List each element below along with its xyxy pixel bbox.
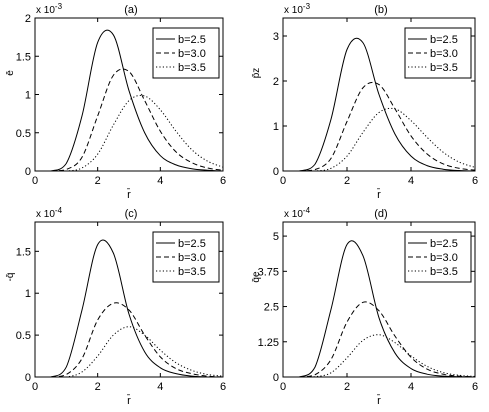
- chart-top-left-legend: b=2.5 b=3.0 b=3.5: [152, 27, 220, 79]
- chart-bottom-right-legend-label-3: b=3.5: [430, 266, 458, 278]
- chart-top-right-legend-label-3: b=3.5: [430, 62, 458, 74]
- chart-bottom-left-plot-frame: [34, 221, 224, 378]
- chart-top-right-axis-multiplier: x 10-3: [284, 2, 311, 16]
- chart-top-left-xtick-label: 2: [95, 175, 101, 187]
- chart-top-right-legend-label-2: b=3.0: [430, 48, 458, 60]
- chart-bottom-left-xtick-label: 2: [95, 381, 101, 393]
- chart-top-right-ytick-label: 3: [273, 31, 279, 43]
- chart-top-left-legend-label-3: b=3.5: [178, 62, 206, 74]
- chart-bottom-left-series-line-3: [35, 326, 224, 378]
- chart-bottom-left-legend-label-2: b=3.0: [178, 252, 206, 264]
- chart-bottom-right-xtick-label: 2: [344, 381, 350, 393]
- chart-top-right-ytick-label: 2: [273, 76, 279, 88]
- chart-bottom-right-ytick-label: 5: [273, 231, 279, 243]
- chart-top-right-xlabel: r̄: [376, 188, 381, 201]
- chart-top-left-xtick-label: 6: [220, 175, 226, 187]
- chart-bottom-right-plot-frame: [282, 221, 476, 378]
- chart-top-right-series-line-1: [282, 37, 476, 172]
- chart-bottom-left-xlabel: r̄: [126, 394, 131, 407]
- chart-bottom-right-xtick-label: 0: [280, 381, 286, 393]
- chart-bottom-right-legend-label-1: b=2.5: [430, 238, 458, 250]
- chart-bottom-left-legend-label-1: b=2.5: [178, 238, 206, 250]
- chart-bottom-right-legend: b=2.5 b=3.0 b=3.5: [404, 231, 472, 283]
- chart-top-right-xtick-label: 2: [344, 175, 350, 187]
- chart-bottom-right: 0 2 4 6 0 1.25 2.5 3.75 5 x 10-4 (d) r̄ q̄e b=2.5 b=3.…: [251, 206, 478, 407]
- chart-top-left-xtick-label: 4: [157, 175, 163, 187]
- chart-top-left-ytick-label: 1.5: [16, 51, 31, 63]
- chart-bottom-right-legend-label-2: b=3.0: [430, 252, 458, 264]
- chart-bottom-left-xtick-label: 6: [220, 381, 226, 393]
- chart-top-right-legend-label-1: b=2.5: [430, 34, 458, 46]
- chart-top-right-panel-label: (b): [374, 4, 387, 16]
- chart-bottom-right-axis-multiplier: x 10-4: [284, 206, 311, 220]
- chart-top-left-ytick-label: 0.5: [16, 128, 31, 140]
- chart-bottom-right-ytick-label: 2.5: [264, 302, 279, 314]
- chart-bottom-left-ytick-label: 1.5: [16, 246, 31, 258]
- chart-bottom-left-ylabel: -q̄: [5, 273, 16, 282]
- chart-top-right-xtick-label: 0: [280, 175, 286, 187]
- chart-top-left-ytick-label: 1: [25, 90, 31, 102]
- chart-top-right-ylabel: p̄z: [251, 68, 262, 79]
- chart-top-left-series-line-1: [34, 29, 224, 172]
- chart-bottom-left: 0 2 4 6 0 0.5 1 1.5 x 10-4 (c) r̄ -q̄ b=2.5 b=3.0 b=3.…: [5, 206, 226, 407]
- chart-top-right-series-line-3: [282, 107, 476, 172]
- chart-bottom-right-ytick-label: 1.25: [258, 337, 279, 349]
- chart-top-left-legend-label-1: b=2.5: [178, 34, 206, 46]
- chart-bottom-right-xtick-label: 6: [472, 381, 478, 393]
- chart-bottom-right-series-line-3: [283, 334, 476, 378]
- chart-top-right: 0 2 4 6 0 1 2 3 x 10-3 (b) r̄ p̄z b=2.5 b=3.0 b=3.5: [251, 2, 478, 201]
- chart-bottom-left-series-line-2: [35, 302, 224, 378]
- chart-top-right-xtick-label: 6: [472, 175, 478, 187]
- chart-top-left: 0 2 4 6 0 0.5 1 1.5 2 x 10-3 (a) r̄ ē b=2.5 b=3.0 b=3.5: [5, 2, 226, 201]
- chart-top-right-series-line-2: [282, 81, 476, 172]
- chart-top-left-ylabel: ē: [5, 70, 16, 76]
- chart-bottom-left-legend: b=2.5 b=3.0 b=3.5: [152, 231, 220, 283]
- chart-top-left-xtick-label: 0: [32, 175, 38, 187]
- chart-bottom-right-panel-label: (d): [374, 208, 387, 220]
- chart-top-right-legend: b=2.5 b=3.0 b=3.5: [404, 27, 472, 79]
- chart-bottom-left-xtick-label: 0: [32, 381, 38, 393]
- chart-top-left-series-line-2: [34, 68, 224, 172]
- chart-top-left-panel-label: (a): [124, 4, 137, 16]
- chart-top-left-ytick-label: 2: [25, 13, 31, 25]
- chart-top-left-legend-label-2: b=3.0: [178, 48, 206, 60]
- chart-top-left-axis-multiplier: x 10-3: [36, 2, 63, 16]
- chart-bottom-right-xtick-label: 4: [408, 381, 414, 393]
- chart-bottom-right-xlabel: r̄: [376, 394, 381, 407]
- chart-top-right-plot-frame: [282, 17, 476, 172]
- chart-top-left-ytick-label: 0: [25, 166, 31, 178]
- chart-bottom-left-ytick-label: 1: [25, 288, 31, 300]
- chart-bottom-left-ytick-label: 0: [25, 372, 31, 384]
- chart-top-right-ytick-label: 0: [273, 166, 279, 178]
- chart-bottom-right-ytick-label: 0: [273, 372, 279, 384]
- chart-bottom-left-axis-multiplier: x 10-4: [36, 206, 63, 220]
- chart-top-left-series-line-3: [34, 94, 224, 172]
- chart-bottom-left-panel-label: (c): [125, 208, 138, 220]
- chart-bottom-left-xtick-label: 4: [157, 381, 163, 393]
- chart-top-right-ytick-label: 1: [273, 121, 279, 133]
- chart-bottom-right-ytick-label: 3.75: [258, 266, 279, 278]
- chart-bottom-right-series-line-1: [283, 240, 476, 378]
- chart-top-left-xlabel: r̄: [126, 188, 131, 201]
- chart-bottom-left-ytick-label: 0.5: [16, 330, 31, 342]
- chart-bottom-left-series-line-1: [35, 239, 223, 378]
- chart-bottom-right-ylabel: q̄e: [251, 271, 262, 283]
- chart-top-right-xtick-label: 4: [408, 175, 414, 187]
- chart-bottom-left-legend-label-3: b=3.5: [178, 266, 206, 278]
- chart-bottom-right-series-line-2: [283, 301, 476, 378]
